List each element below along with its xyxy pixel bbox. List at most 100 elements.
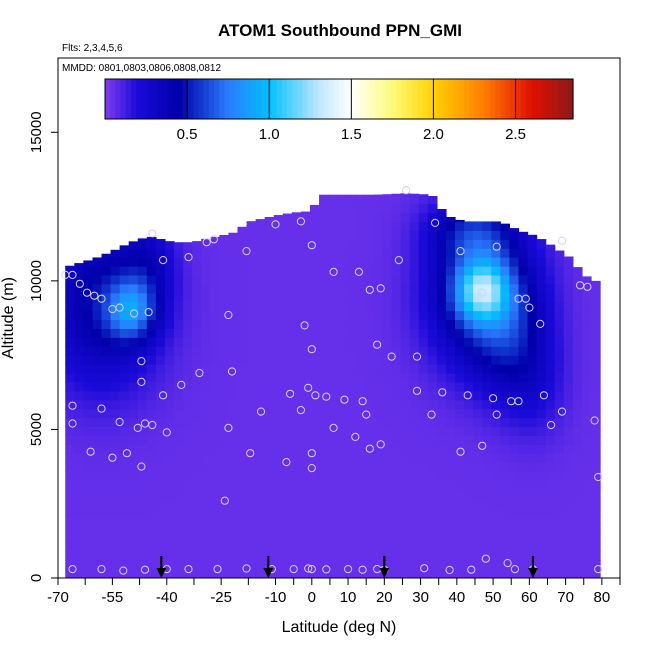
heatmap-cell bbox=[264, 221, 275, 231]
heatmap-cell bbox=[581, 292, 592, 303]
sample-point bbox=[209, 235, 218, 244]
heatmap-cell bbox=[228, 355, 239, 365]
heatmap-cell bbox=[572, 462, 583, 472]
heatmap-cell bbox=[409, 444, 420, 454]
heatmap-cell bbox=[74, 292, 84, 303]
heatmap-cell bbox=[255, 542, 266, 552]
heatmap-cell bbox=[364, 417, 375, 428]
heatmap-cell bbox=[201, 381, 211, 392]
heatmap-cell bbox=[554, 515, 565, 526]
heatmap-cell bbox=[418, 471, 429, 481]
heatmap-cell bbox=[346, 212, 356, 223]
heatmap-cell bbox=[491, 533, 501, 543]
sample-point bbox=[159, 391, 168, 400]
heatmap-cell bbox=[337, 542, 347, 552]
heatmap-cell bbox=[527, 488, 538, 499]
heatmap-cell bbox=[482, 524, 492, 535]
heatmap-cell bbox=[146, 426, 157, 436]
sample-point bbox=[340, 395, 349, 404]
heatmap-cell bbox=[264, 266, 275, 276]
heatmap-cell bbox=[192, 453, 202, 463]
heatmap-cell bbox=[527, 310, 538, 321]
heatmap-cell bbox=[128, 524, 139, 535]
heatmap-cell bbox=[174, 381, 184, 392]
heatmap-cell bbox=[536, 515, 547, 526]
heatmap-cell bbox=[391, 193, 402, 196]
heatmap-cell bbox=[590, 310, 601, 321]
colorbar-swatch bbox=[453, 79, 460, 119]
heatmap-cell bbox=[509, 355, 520, 365]
heatmap-cell bbox=[436, 399, 447, 410]
heatmap-cell bbox=[74, 399, 84, 410]
heatmap-cell bbox=[337, 497, 347, 508]
heatmap-cell bbox=[563, 569, 574, 578]
heatmap-cell bbox=[246, 471, 257, 481]
heatmap-cell bbox=[445, 506, 456, 517]
heatmap-cell bbox=[300, 488, 311, 499]
heatmap-cell bbox=[473, 560, 483, 570]
sample-point bbox=[536, 319, 545, 328]
heatmap-cell bbox=[436, 310, 447, 321]
heatmap-cell bbox=[264, 524, 275, 535]
heatmap-cell bbox=[319, 203, 329, 214]
heatmap-cell bbox=[355, 274, 365, 285]
heatmap-cell bbox=[273, 319, 284, 329]
heatmap-cell bbox=[473, 230, 483, 240]
heatmap-cell bbox=[373, 212, 384, 223]
heatmap-cell bbox=[509, 462, 520, 472]
heatmap-cell bbox=[518, 257, 529, 267]
heatmap-cell bbox=[427, 542, 438, 552]
heatmap-cell bbox=[300, 462, 311, 472]
heatmap-cell bbox=[282, 248, 293, 258]
heatmap-cell bbox=[382, 203, 393, 214]
heatmap-cell bbox=[509, 310, 520, 321]
sample-point bbox=[68, 270, 77, 279]
heatmap-cell bbox=[590, 435, 601, 445]
heatmap-cell bbox=[246, 283, 257, 294]
heatmap-cell bbox=[219, 426, 230, 436]
heatmap-cell bbox=[536, 542, 547, 552]
heatmap-cell bbox=[201, 390, 211, 401]
heatmap-cell bbox=[192, 506, 202, 517]
heatmap-cell bbox=[518, 417, 529, 428]
heatmap-cell bbox=[110, 266, 121, 276]
heatmap-cell bbox=[101, 444, 112, 454]
heatmap-cell bbox=[473, 551, 483, 561]
heatmap-cell bbox=[210, 479, 220, 490]
heatmap-cell bbox=[174, 408, 184, 419]
heatmap-cell bbox=[355, 283, 365, 294]
heatmap-cell bbox=[563, 292, 574, 303]
heatmap-cell bbox=[300, 212, 311, 223]
heatmap-cell bbox=[500, 355, 511, 365]
heatmap-cell bbox=[445, 426, 456, 436]
heatmap-cell bbox=[137, 551, 148, 561]
heatmap-cell bbox=[445, 453, 456, 463]
colorbar-swatch bbox=[105, 79, 111, 119]
heatmap-cell bbox=[400, 221, 411, 231]
heatmap-cell bbox=[228, 497, 239, 508]
heatmap-cell bbox=[590, 301, 601, 312]
x-tick-label: 20 bbox=[376, 589, 393, 606]
heatmap-cell bbox=[391, 310, 402, 321]
heatmap-cell bbox=[228, 435, 239, 445]
heatmap-cell bbox=[210, 417, 220, 428]
heatmap-cell bbox=[418, 551, 429, 561]
heatmap-cell bbox=[509, 319, 520, 329]
heatmap-cell bbox=[264, 319, 275, 329]
heatmap-cell bbox=[500, 462, 511, 472]
colorbar-swatch bbox=[484, 79, 491, 119]
heatmap-cell bbox=[164, 542, 175, 552]
colorbar-swatch bbox=[526, 79, 532, 119]
sample-point bbox=[514, 397, 523, 406]
heatmap-cell bbox=[219, 355, 230, 365]
colorbar-swatch bbox=[448, 79, 454, 119]
heatmap-cell bbox=[355, 471, 365, 481]
heatmap-cell bbox=[355, 453, 365, 463]
heatmap-cell bbox=[210, 560, 220, 570]
heatmap-cell bbox=[545, 274, 556, 285]
heatmap-cell bbox=[65, 462, 75, 472]
sample-point bbox=[492, 242, 501, 251]
heatmap-cell bbox=[183, 390, 193, 401]
heatmap-cell bbox=[164, 283, 175, 294]
heatmap-cell bbox=[346, 355, 356, 365]
